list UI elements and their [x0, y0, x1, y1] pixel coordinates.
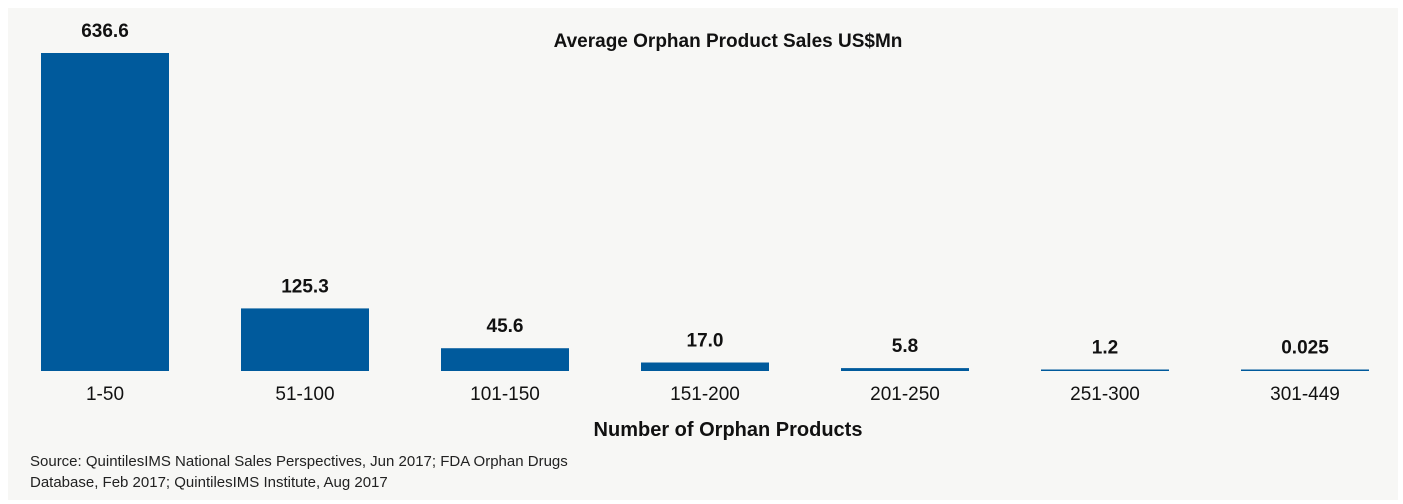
category-label-51-100: 51-100 [275, 384, 334, 405]
value-label-251-300: 1.2 [1092, 338, 1118, 359]
category-labels-group: 1-50 51-100 101-150 151-200 201-250 251-300 30… [86, 384, 1340, 405]
value-label-51-100: 125.3 [281, 276, 329, 297]
category-label-301-449: 301-449 [1270, 384, 1340, 405]
value-label-101-150: 45.6 [487, 316, 524, 337]
category-label-251-300: 251-300 [1070, 384, 1140, 405]
chart-panel [8, 8, 1398, 500]
source-line-1: Source: QuintilesIMS National Sales Pers… [30, 453, 568, 470]
source-note: Source: QuintilesIMS National Sales Pers… [30, 451, 750, 493]
bar-301-449 [1241, 369, 1369, 371]
bar-101-150 [441, 348, 569, 371]
category-label-101-150: 101-150 [470, 384, 540, 405]
bar-251-300 [1041, 369, 1169, 371]
bar-151-200 [641, 362, 769, 371]
chart-title: Average Orphan Product Sales US$Mn [554, 31, 903, 52]
category-label-201-250: 201-250 [870, 384, 940, 405]
value-label-1-50: 636.6 [81, 21, 129, 42]
bars-group [41, 53, 1369, 371]
category-label-151-200: 151-200 [670, 384, 740, 405]
bar-201-250 [841, 368, 969, 371]
bar-1-50 [41, 53, 169, 371]
value-label-151-200: 17.0 [687, 331, 724, 352]
bar-51-100 [241, 308, 369, 371]
value-label-301-449: 0.025 [1281, 338, 1329, 359]
source-line-2: Database, Feb 2017; QuintilesIMS Institu… [30, 474, 388, 491]
category-label-1-50: 1-50 [86, 384, 124, 405]
value-labels-group: 636.6 125.3 45.6 17.0 5.8 1.2 0.025 [81, 21, 1329, 359]
x-axis-label: Number of Orphan Products [594, 419, 863, 441]
value-label-201-250: 5.8 [892, 336, 918, 357]
